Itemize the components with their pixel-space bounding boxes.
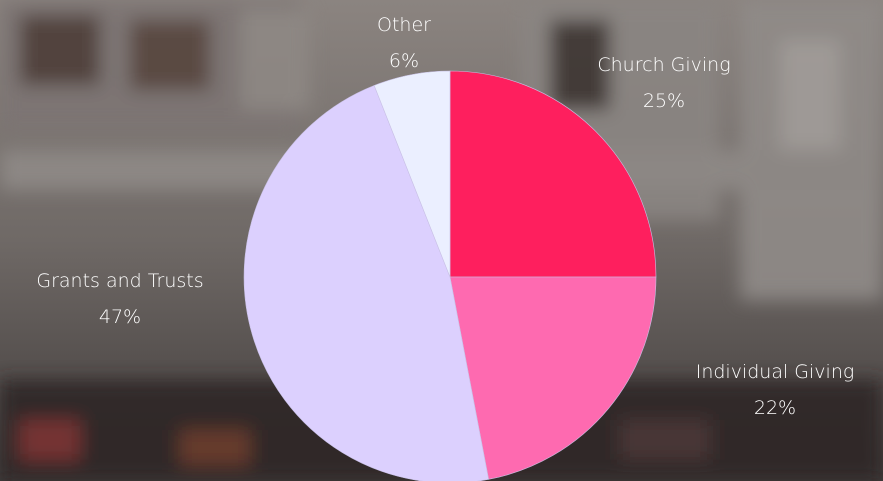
label-other-percent: 6% — [389, 50, 419, 72]
label-church-percent: 25% — [643, 90, 685, 112]
pie-slice-individual — [449, 276, 657, 480]
label-individual-percent: 22% — [754, 397, 796, 419]
label-grants-percent: 47% — [99, 306, 141, 328]
pie-slice-church — [449, 70, 657, 278]
label-church-name: Church Giving — [597, 54, 730, 76]
label-individual-name: Individual Giving — [696, 361, 855, 383]
pie-slice-other — [373, 70, 451, 278]
label-other-name: Other — [377, 14, 431, 36]
pie-slices — [243, 70, 657, 481]
pie-slice-grants — [243, 85, 489, 481]
label-grants-name: Grants and Trusts — [36, 270, 203, 292]
